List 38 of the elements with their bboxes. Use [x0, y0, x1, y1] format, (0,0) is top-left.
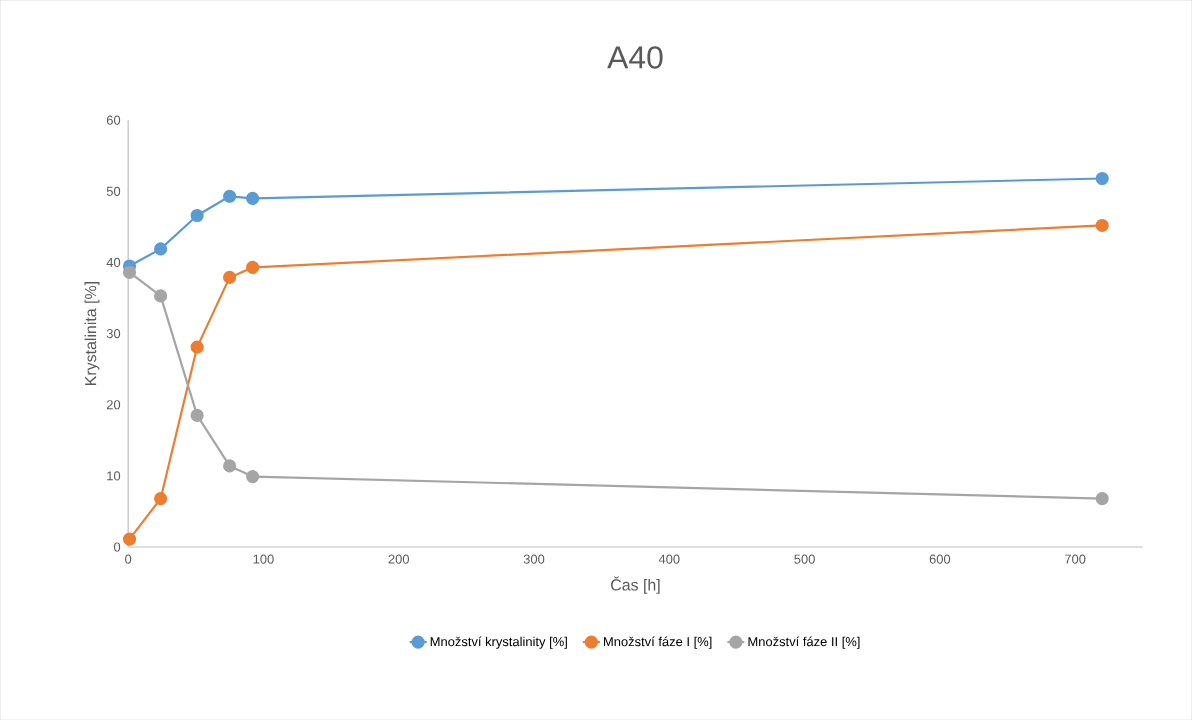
point: [1095, 218, 1109, 232]
point: [223, 189, 237, 203]
point: [246, 260, 260, 274]
point: [154, 242, 168, 256]
x-tick-label: 0: [125, 554, 132, 564]
legend-label: Množství fáze II [%]: [748, 636, 860, 649]
y-tick-label: 60: [106, 115, 121, 125]
point: [122, 265, 137, 279]
x-tick-label: 400: [658, 554, 680, 564]
x-tick-label: 200: [388, 554, 410, 564]
legend-label: Množství fáze I [%]: [604, 636, 712, 649]
y-tick-label: 10: [107, 471, 121, 481]
point: [154, 491, 168, 506]
y-tick-label: 20: [106, 400, 121, 410]
y-tick-label: 40: [106, 257, 121, 267]
y-axis-title: Krystalinita [%]: [84, 281, 100, 385]
x-tick-label: 500: [794, 554, 815, 564]
point: [246, 191, 260, 205]
point: [246, 469, 260, 484]
x-tick-label: 600: [929, 554, 951, 564]
point: [154, 289, 168, 303]
x-tick-label: 100: [253, 554, 274, 564]
chart-title: A40: [607, 46, 663, 69]
point: [190, 340, 204, 354]
point: [223, 459, 237, 473]
point: [223, 270, 237, 284]
point: [122, 532, 137, 546]
y-tick-label: 30: [106, 328, 121, 339]
point: [1095, 171, 1109, 185]
y-tick-label: 0: [113, 542, 121, 552]
point: [190, 208, 204, 222]
x-tick-label: 300: [523, 554, 545, 564]
point: [190, 408, 204, 422]
x-axis-title: Čas [h]: [611, 576, 660, 594]
x-tick-label: 700: [1065, 554, 1086, 564]
legend-label: Množství krystalinity [%]: [430, 636, 567, 649]
point: [1095, 491, 1109, 506]
y-tick-label: 50: [106, 186, 121, 196]
